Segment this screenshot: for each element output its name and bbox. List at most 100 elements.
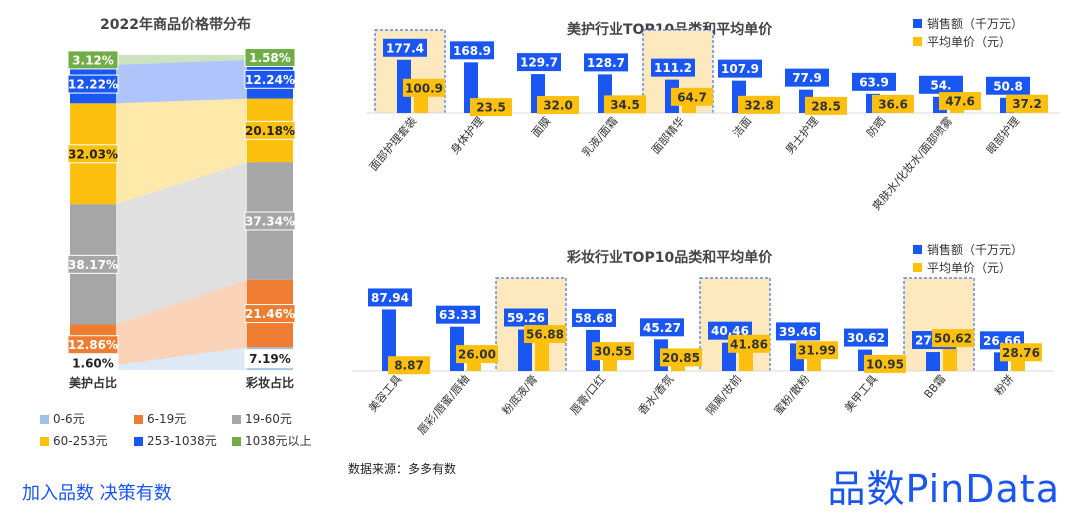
brand-logo: 品数PinData — [827, 467, 1060, 511]
sales-value-label: 63.9 — [859, 75, 889, 89]
price-label-box — [592, 342, 634, 361]
stack-label-box — [244, 349, 296, 369]
legend-label: 6-19元 — [147, 412, 187, 426]
price-label-box — [932, 329, 974, 348]
category-label: 面部护理套装 — [366, 114, 419, 174]
data-source: 数据来源：多多有数 — [348, 462, 457, 476]
price-value-label: 20.85 — [662, 351, 700, 365]
sales-value-label: 50.8 — [993, 79, 1023, 93]
price-label-box — [660, 348, 702, 367]
sales-value-label: 128.7 — [587, 56, 625, 70]
sales-value-label: 177.4 — [386, 41, 424, 55]
legend-item: 6-19元 — [134, 410, 186, 427]
price-value-label: 34.5 — [610, 98, 640, 112]
legend-swatch — [913, 263, 922, 272]
category-label: 防晒 — [863, 114, 888, 140]
sales-label-box — [852, 72, 896, 91]
sales-value-label: 54. — [930, 78, 951, 92]
price-label-box — [537, 96, 579, 114]
price-label-box — [456, 345, 498, 364]
sales-label-box — [640, 318, 684, 337]
category-label: 美甲工具 — [842, 373, 880, 415]
price-label-box — [1000, 343, 1042, 362]
stack-label-box — [67, 254, 119, 274]
price-value-label: 8.87 — [394, 359, 424, 373]
stack-connector-band — [116, 279, 247, 365]
price-value-label: 50.62 — [934, 332, 972, 346]
legend-swatch — [232, 415, 241, 424]
price-label-box — [388, 356, 430, 375]
legend-item: 19-60元 — [232, 410, 292, 427]
legend-label: 60-253元 — [53, 434, 108, 448]
stack-label-box — [67, 74, 119, 94]
legend-swatch — [232, 437, 241, 446]
price-bar — [535, 334, 549, 371]
price-value-label: 23.5 — [476, 101, 506, 115]
legend-swatch — [40, 437, 49, 446]
legend-item: 60-253元 — [40, 432, 108, 449]
stack-value-label: 38.17% — [68, 258, 118, 272]
sales-label-box — [368, 288, 412, 307]
category-label: 身体护理 — [447, 114, 486, 157]
legend-label: 19-60元 — [245, 412, 292, 426]
price-value-label: 64.7 — [677, 90, 707, 104]
stack-label-box — [67, 50, 119, 70]
category-label: BB霜 — [922, 373, 949, 401]
legend-label: 平均单价（元） — [927, 35, 1011, 49]
sales-value-label: 87.94 — [371, 291, 409, 305]
sales-value-label: 58.68 — [575, 311, 613, 325]
stack-label-box — [244, 48, 296, 68]
price-value-label: 47.6 — [945, 95, 975, 109]
stack-value-label: 20.18% — [245, 124, 295, 138]
category-label: 美护占比 — [69, 375, 117, 390]
sales-label-box — [517, 53, 561, 72]
sales-value-label: 168.9 — [453, 44, 491, 58]
sales-label-box — [776, 322, 820, 341]
makeup-chart-title: 彩妆行业TOP10品类和平均单价 — [567, 250, 773, 266]
price-value-label: 32.0 — [543, 99, 573, 113]
price-value-label: 28.76 — [1002, 346, 1040, 360]
category-label: 粉底液/膏 — [499, 372, 540, 418]
stack-connector-band — [116, 347, 247, 370]
stack-value-label: 12.24% — [245, 73, 295, 87]
category-label: 唇彩/唇蜜/唇釉 — [414, 372, 472, 437]
legend-swatch — [913, 37, 922, 46]
legend-label: 平均单价（元） — [927, 261, 1011, 275]
category-label: 眼部护理 — [983, 114, 1022, 157]
legend-swatch — [40, 415, 49, 424]
sales-value-label: 107.9 — [721, 62, 759, 76]
sales-label-box — [844, 328, 888, 347]
sales-label-box — [436, 305, 480, 324]
price-value-label: 56.88 — [526, 328, 564, 342]
price-label-box — [524, 325, 566, 344]
stack-value-label: 3.12% — [72, 53, 114, 67]
sales-bar — [382, 309, 396, 371]
stack-value-label: 7.19% — [249, 352, 291, 366]
price-label-box — [738, 95, 780, 114]
category-label: 乳液/面霜 — [579, 114, 620, 160]
category-label: 蜜粉/散粉 — [771, 372, 812, 418]
price-value-label: 28.5 — [811, 99, 841, 113]
sales-label-box — [504, 308, 548, 327]
category-label: 男士护理 — [782, 114, 821, 157]
stack-label-box — [244, 211, 296, 231]
sales-label-box — [785, 68, 829, 87]
stack-value-label: 37.34% — [245, 214, 295, 228]
sales-value-label: 59.26 — [507, 311, 545, 325]
sales-value-label: 129.7 — [520, 56, 558, 70]
stack-connector-band — [116, 55, 247, 65]
sales-bar — [926, 352, 940, 371]
stack-connector-band — [116, 162, 247, 325]
legend-label: 0-6元 — [53, 412, 85, 426]
price-label-box — [470, 98, 512, 117]
stack-value-label: 12.22% — [68, 78, 118, 92]
stack-label-box — [244, 69, 296, 89]
stack-label-box — [244, 120, 296, 140]
sales-value-label: 30.62 — [847, 331, 885, 345]
price-value-label: 31.99 — [798, 344, 836, 358]
legend-item: 253-1038元 — [134, 432, 217, 449]
stack-value-label: 32.03% — [68, 147, 118, 161]
legend-label: 销售额（千万元） — [927, 16, 1023, 31]
price-value-label: 10.95 — [866, 357, 904, 371]
